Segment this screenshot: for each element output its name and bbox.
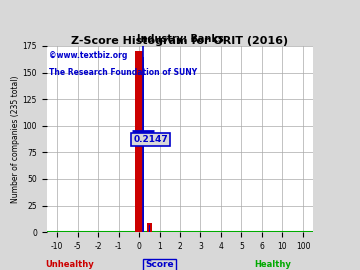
Bar [147,223,152,232]
Y-axis label: Number of companies (235 total): Number of companies (235 total) [11,75,20,203]
Title: Z-Score Histogram for ORIT (2016): Z-Score Histogram for ORIT (2016) [71,36,289,46]
Bar [149,225,150,232]
Text: ©www.textbiz.org: ©www.textbiz.org [49,52,128,60]
Text: Score: Score [145,260,174,269]
Text: Industry: Banks: Industry: Banks [137,34,223,44]
Text: 0.2147: 0.2147 [133,135,168,144]
Text: Healthy: Healthy [254,260,291,269]
Text: The Research Foundation of SUNY: The Research Foundation of SUNY [49,68,198,77]
Text: Unhealthy: Unhealthy [45,260,94,269]
Bar [135,51,143,232]
Bar [143,56,144,232]
